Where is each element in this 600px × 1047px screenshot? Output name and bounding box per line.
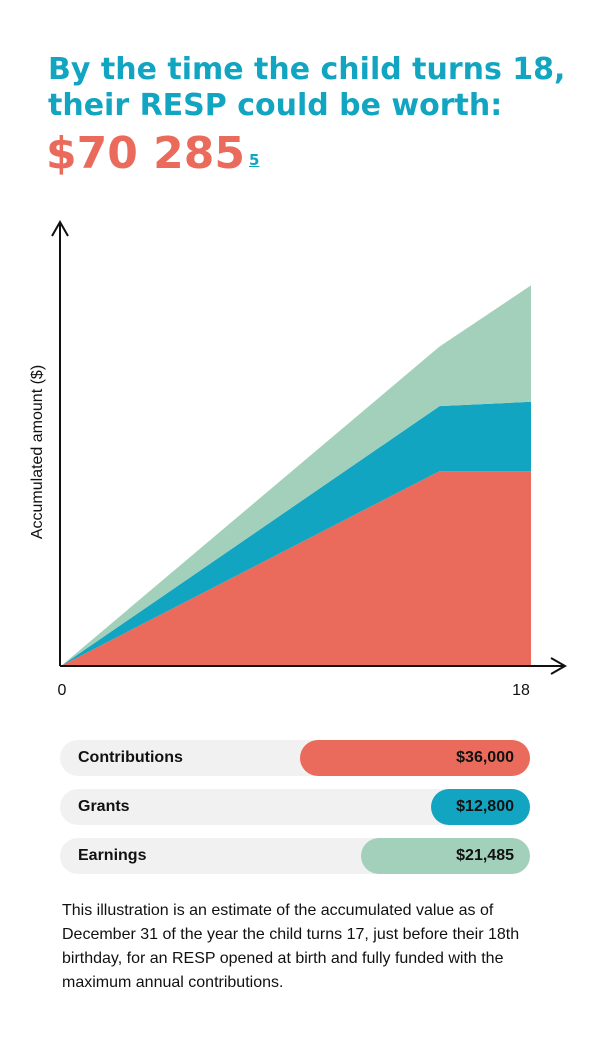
y-axis-arrow — [51, 219, 69, 237]
chart-areas — [61, 285, 531, 666]
area-grants — [61, 401, 531, 666]
resp-amount: $70 285 5 — [46, 128, 259, 180]
x-tick-0: 0 — [58, 682, 67, 699]
contributions-fill — [299, 740, 530, 776]
legend-earnings: Earnings $21,485 — [60, 838, 530, 874]
area-chart: Accumulated amount ($) 0 18 — [29, 219, 568, 699]
x-axis-arrow — [550, 657, 568, 675]
chart-axes — [51, 219, 568, 675]
area-contributions — [61, 471, 531, 666]
grants-fill — [431, 789, 530, 825]
earnings-value: $21,485 — [456, 847, 514, 864]
grants-value: $12,800 — [456, 798, 514, 815]
contributions-label: Contributions — [78, 749, 183, 766]
y-axis-label: Accumulated amount ($) — [29, 365, 46, 539]
area-earnings — [61, 285, 531, 666]
grants-label: Grants — [78, 798, 130, 815]
footnote-link[interactable]: 5 — [249, 151, 260, 169]
x-tick-18: 18 — [512, 682, 530, 699]
headline: By the time the child turns 18, their RE… — [48, 52, 566, 123]
amount-value: $70 285 — [46, 128, 246, 179]
earnings-label: Earnings — [78, 847, 147, 864]
contributions-value: $36,000 — [456, 749, 514, 766]
legend-contributions: Contributions $36,000 — [60, 740, 530, 776]
earnings-fill — [360, 838, 530, 874]
disclaimer-note: This illustration is an estimate of the … — [62, 902, 520, 991]
legend-grants: Grants $12,800 — [60, 789, 530, 825]
